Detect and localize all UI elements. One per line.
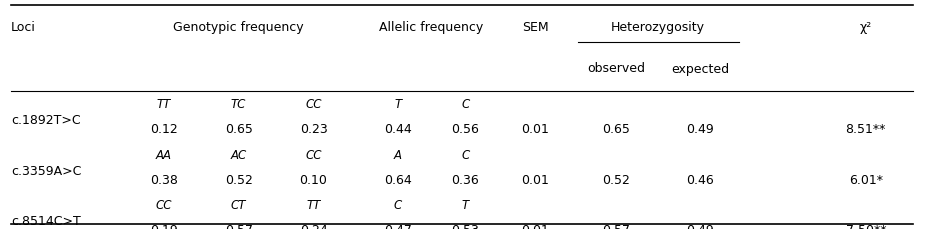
Text: 0.12: 0.12	[150, 123, 178, 136]
Text: 0.47: 0.47	[384, 223, 412, 229]
Text: 0.65: 0.65	[602, 123, 630, 136]
Text: 0.23: 0.23	[300, 123, 328, 136]
Text: A: A	[394, 148, 402, 161]
Text: 0.19: 0.19	[150, 223, 178, 229]
Text: CC: CC	[305, 98, 322, 111]
Text: 0.36: 0.36	[451, 173, 479, 186]
Text: 0.44: 0.44	[384, 123, 412, 136]
Text: C: C	[461, 98, 469, 111]
Text: C: C	[394, 198, 402, 211]
Text: 8.51**: 8.51**	[845, 123, 886, 136]
Text: 0.65: 0.65	[225, 123, 253, 136]
Text: 0.57: 0.57	[225, 223, 253, 229]
Text: CC: CC	[155, 198, 172, 211]
Text: c.1892T>C: c.1892T>C	[11, 114, 80, 127]
Text: 0.57: 0.57	[602, 223, 630, 229]
Text: 0.49: 0.49	[686, 223, 714, 229]
Text: AC: AC	[230, 148, 247, 161]
Text: 6.01*: 6.01*	[849, 173, 883, 186]
Text: observed: observed	[587, 62, 645, 75]
Text: 0.52: 0.52	[602, 173, 630, 186]
Text: TT: TT	[156, 98, 171, 111]
Text: 0.64: 0.64	[384, 173, 412, 186]
Text: CC: CC	[305, 148, 322, 161]
Text: 7.50**: 7.50**	[845, 223, 886, 229]
Text: T: T	[394, 98, 402, 111]
Text: 0.01: 0.01	[521, 223, 549, 229]
Text: CT: CT	[231, 198, 246, 211]
Text: χ²: χ²	[859, 21, 872, 34]
Text: SEM: SEM	[522, 21, 548, 34]
Text: c.8514C>T: c.8514C>T	[11, 214, 81, 227]
Text: Heterozygosity: Heterozygosity	[611, 21, 705, 34]
Text: expected: expected	[671, 62, 729, 75]
Text: 0.38: 0.38	[150, 173, 178, 186]
Text: Genotypic frequency: Genotypic frequency	[173, 21, 304, 34]
Text: 0.56: 0.56	[451, 123, 479, 136]
Text: 0.46: 0.46	[686, 173, 714, 186]
Text: Loci: Loci	[11, 21, 37, 34]
Text: 0.01: 0.01	[521, 123, 549, 136]
Text: 0.49: 0.49	[686, 123, 714, 136]
Text: 0.52: 0.52	[225, 173, 253, 186]
Text: TC: TC	[231, 98, 246, 111]
Text: T: T	[461, 198, 469, 211]
Text: C: C	[461, 148, 469, 161]
Text: 0.10: 0.10	[300, 173, 328, 186]
Text: c.3359A>C: c.3359A>C	[11, 164, 81, 177]
Text: Allelic frequency: Allelic frequency	[379, 21, 484, 34]
Text: 0.01: 0.01	[521, 173, 549, 186]
Text: 0.24: 0.24	[300, 223, 328, 229]
Text: AA: AA	[155, 148, 172, 161]
Text: 0.53: 0.53	[451, 223, 479, 229]
Text: TT: TT	[306, 198, 321, 211]
